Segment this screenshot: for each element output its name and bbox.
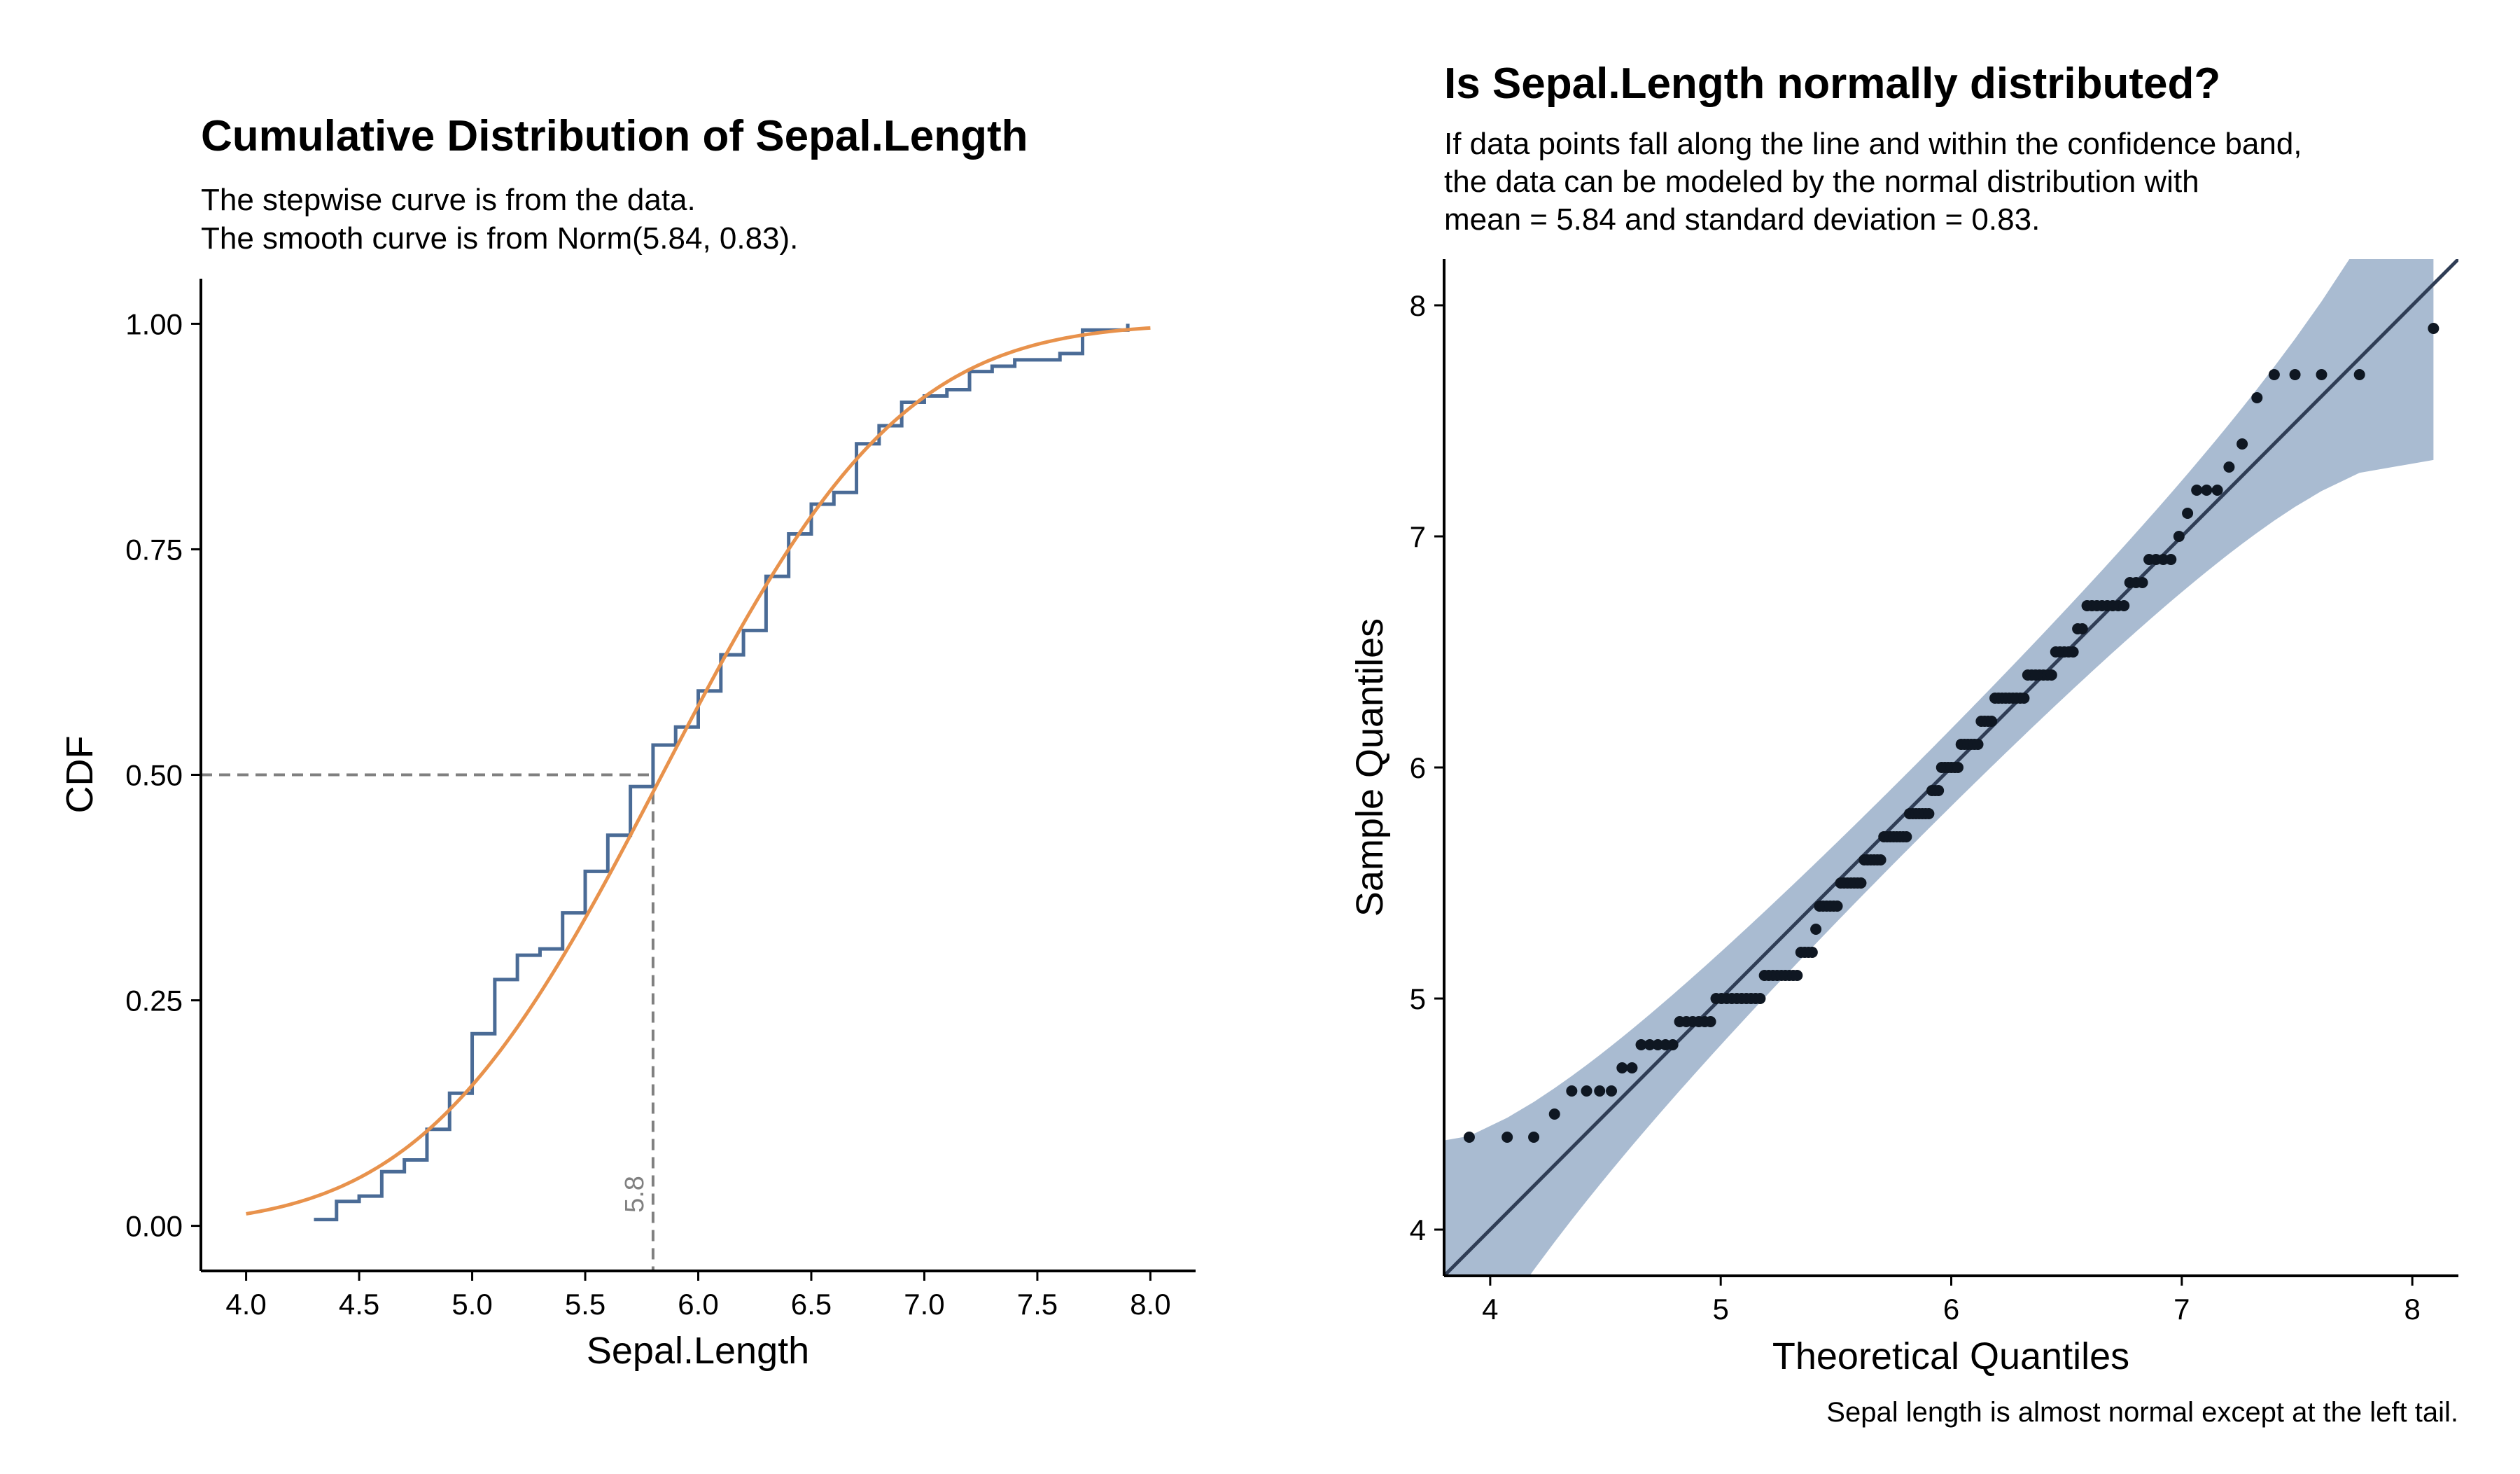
qq-x-tick-label: 7: [2174, 1293, 2190, 1326]
qq-y-axis-label: Sample Quantiles: [1349, 618, 1391, 917]
qq-y-tick-label: 8: [1410, 289, 1426, 322]
qq-point: [1667, 1039, 1679, 1050]
qq-point: [2018, 693, 2029, 704]
cdf-y-tick-label: 0.75: [125, 533, 183, 566]
qq-point: [1855, 877, 1866, 889]
qq-point: [2223, 461, 2234, 473]
qq-point: [1502, 1132, 1513, 1143]
cdf-y-tick-label: 0.25: [125, 985, 183, 1017]
qq-point: [1807, 947, 1818, 958]
cdf-subtitle-line-1: The stepwise curve is from the data.: [201, 183, 696, 217]
cdf-y-ticks: 0.00 0.25 0.50 0.75 1.00: [125, 307, 201, 1242]
qq-point: [1390, 1155, 1401, 1166]
qq-point: [1705, 1016, 1716, 1027]
cdf-x-tick-label: 8.0: [1130, 1288, 1170, 1321]
qq-point: [1594, 1085, 1605, 1097]
qq-point: [1832, 901, 1843, 912]
qq-x-ticks: 4 5 6 7 8: [1482, 1276, 2421, 1326]
qq-point: [2354, 369, 2365, 380]
qq-point: [2290, 369, 2301, 380]
qq-y-tick-label: 6: [1410, 751, 1426, 784]
qq-y-tick-label: 5: [1410, 982, 1426, 1015]
cdf-x-tick-label: 7.5: [1017, 1288, 1058, 1321]
qq-subtitle-line-3: mean = 5.84 and standard deviation = 0.8…: [1444, 202, 2040, 237]
qq-clipped-layer: [1390, 109, 2458, 1470]
qq-point: [2212, 485, 2223, 496]
qq-x-tick-label: 8: [2404, 1293, 2420, 1326]
median-label: 5.8: [620, 1176, 650, 1213]
qq-point: [2118, 600, 2129, 611]
qq-point: [1791, 970, 1802, 981]
qq-point: [2077, 623, 2088, 634]
cdf-y-tick-label: 0.50: [125, 759, 183, 792]
qq-point: [2269, 369, 2280, 380]
qq-point: [2137, 577, 2148, 588]
qq-subtitle-line-1: If data points fall along the line and w…: [1444, 127, 2302, 161]
cdf-y-tick-label: 0.00: [125, 1210, 183, 1243]
qq-subtitle-line-2: the data can be modeled by the normal di…: [1444, 165, 2199, 199]
qq-point: [2316, 369, 2327, 380]
cdf-x-tick-label: 4.5: [339, 1288, 379, 1321]
qq-x-axis-label: Theoretical Quantiles: [1772, 1335, 2129, 1377]
qq-chart-title: Is Sepal.Length normally distributed?: [1444, 60, 2220, 108]
qq-point: [2201, 485, 2212, 496]
cdf-x-axis-label: Sepal.Length: [587, 1330, 809, 1372]
qq-point: [1616, 1062, 1628, 1073]
qq-point: [1606, 1085, 1617, 1097]
qq-point: [1973, 739, 1984, 750]
qq-y-ticks: 4 5 6 7 8: [1410, 289, 1444, 1246]
qq-point: [1549, 1108, 1560, 1120]
qq-point: [1986, 716, 1997, 727]
qq-point: [1923, 808, 1934, 819]
qq-panel: Is Sepal.Length normally distributed? If…: [1349, 60, 2458, 1470]
qq-point: [2174, 531, 2185, 542]
cdf-x-tick-label: 5.5: [565, 1288, 606, 1321]
qq-x-tick-label: 6: [1943, 1293, 1959, 1326]
normal-cdf-curve: [246, 328, 1151, 1214]
ecdf-step-line: [314, 324, 1128, 1219]
qq-point: [1933, 785, 1944, 796]
cdf-x-ticks: 4.0 4.5 5.0 5.5 6.0 6.5 7.0 7.5 8.0: [225, 1271, 1170, 1321]
qq-x-tick-label: 5: [1713, 1293, 1729, 1326]
qq-point: [1810, 924, 1821, 935]
qq-point: [1581, 1085, 1592, 1097]
qq-point: [2191, 485, 2202, 496]
cdf-panel: Cumulative Distribution of Sepal.Length …: [59, 112, 1196, 1372]
cdf-subtitle-line-2: The smooth curve is from Norm(5.84, 0.83…: [201, 221, 798, 256]
qq-point: [1566, 1085, 1577, 1097]
qq-plot-area: [1390, 109, 2458, 1470]
qq-caption: Sepal length is almost normal except at …: [1826, 1397, 2458, 1428]
qq-point: [2236, 438, 2248, 450]
cdf-y-tick-label: 1.00: [125, 307, 183, 340]
qq-point: [2182, 508, 2193, 519]
qq-point: [1528, 1132, 1539, 1143]
qq-point: [1464, 1132, 1475, 1143]
qq-point: [1754, 993, 1765, 1004]
qq-y-tick-label: 4: [1410, 1214, 1426, 1246]
qq-point: [2251, 392, 2262, 403]
cdf-x-tick-label: 4.0: [225, 1288, 266, 1321]
qq-point: [1900, 831, 1912, 842]
qq-point: [1626, 1062, 1637, 1073]
qq-point: [1952, 762, 1963, 773]
qq-x-tick-label: 4: [1482, 1293, 1498, 1326]
qq-confidence-band: [1395, 109, 2433, 1470]
cdf-chart-title: Cumulative Distribution of Sepal.Length: [201, 112, 1028, 160]
qq-point: [2165, 554, 2176, 565]
qq-point: [2046, 669, 2057, 681]
cdf-x-tick-label: 6.5: [791, 1288, 832, 1321]
qq-point: [2068, 646, 2079, 658]
cdf-x-tick-label: 6.0: [678, 1288, 718, 1321]
cdf-plot-area: 5.8: [201, 324, 1150, 1271]
qq-y-tick-label: 7: [1410, 520, 1426, 553]
cdf-y-axis-label: CDF: [59, 736, 101, 814]
cdf-x-tick-label: 5.0: [451, 1288, 492, 1321]
qq-point: [1875, 854, 1886, 865]
cdf-x-tick-label: 7.0: [904, 1288, 944, 1321]
qq-point: [2428, 323, 2439, 334]
